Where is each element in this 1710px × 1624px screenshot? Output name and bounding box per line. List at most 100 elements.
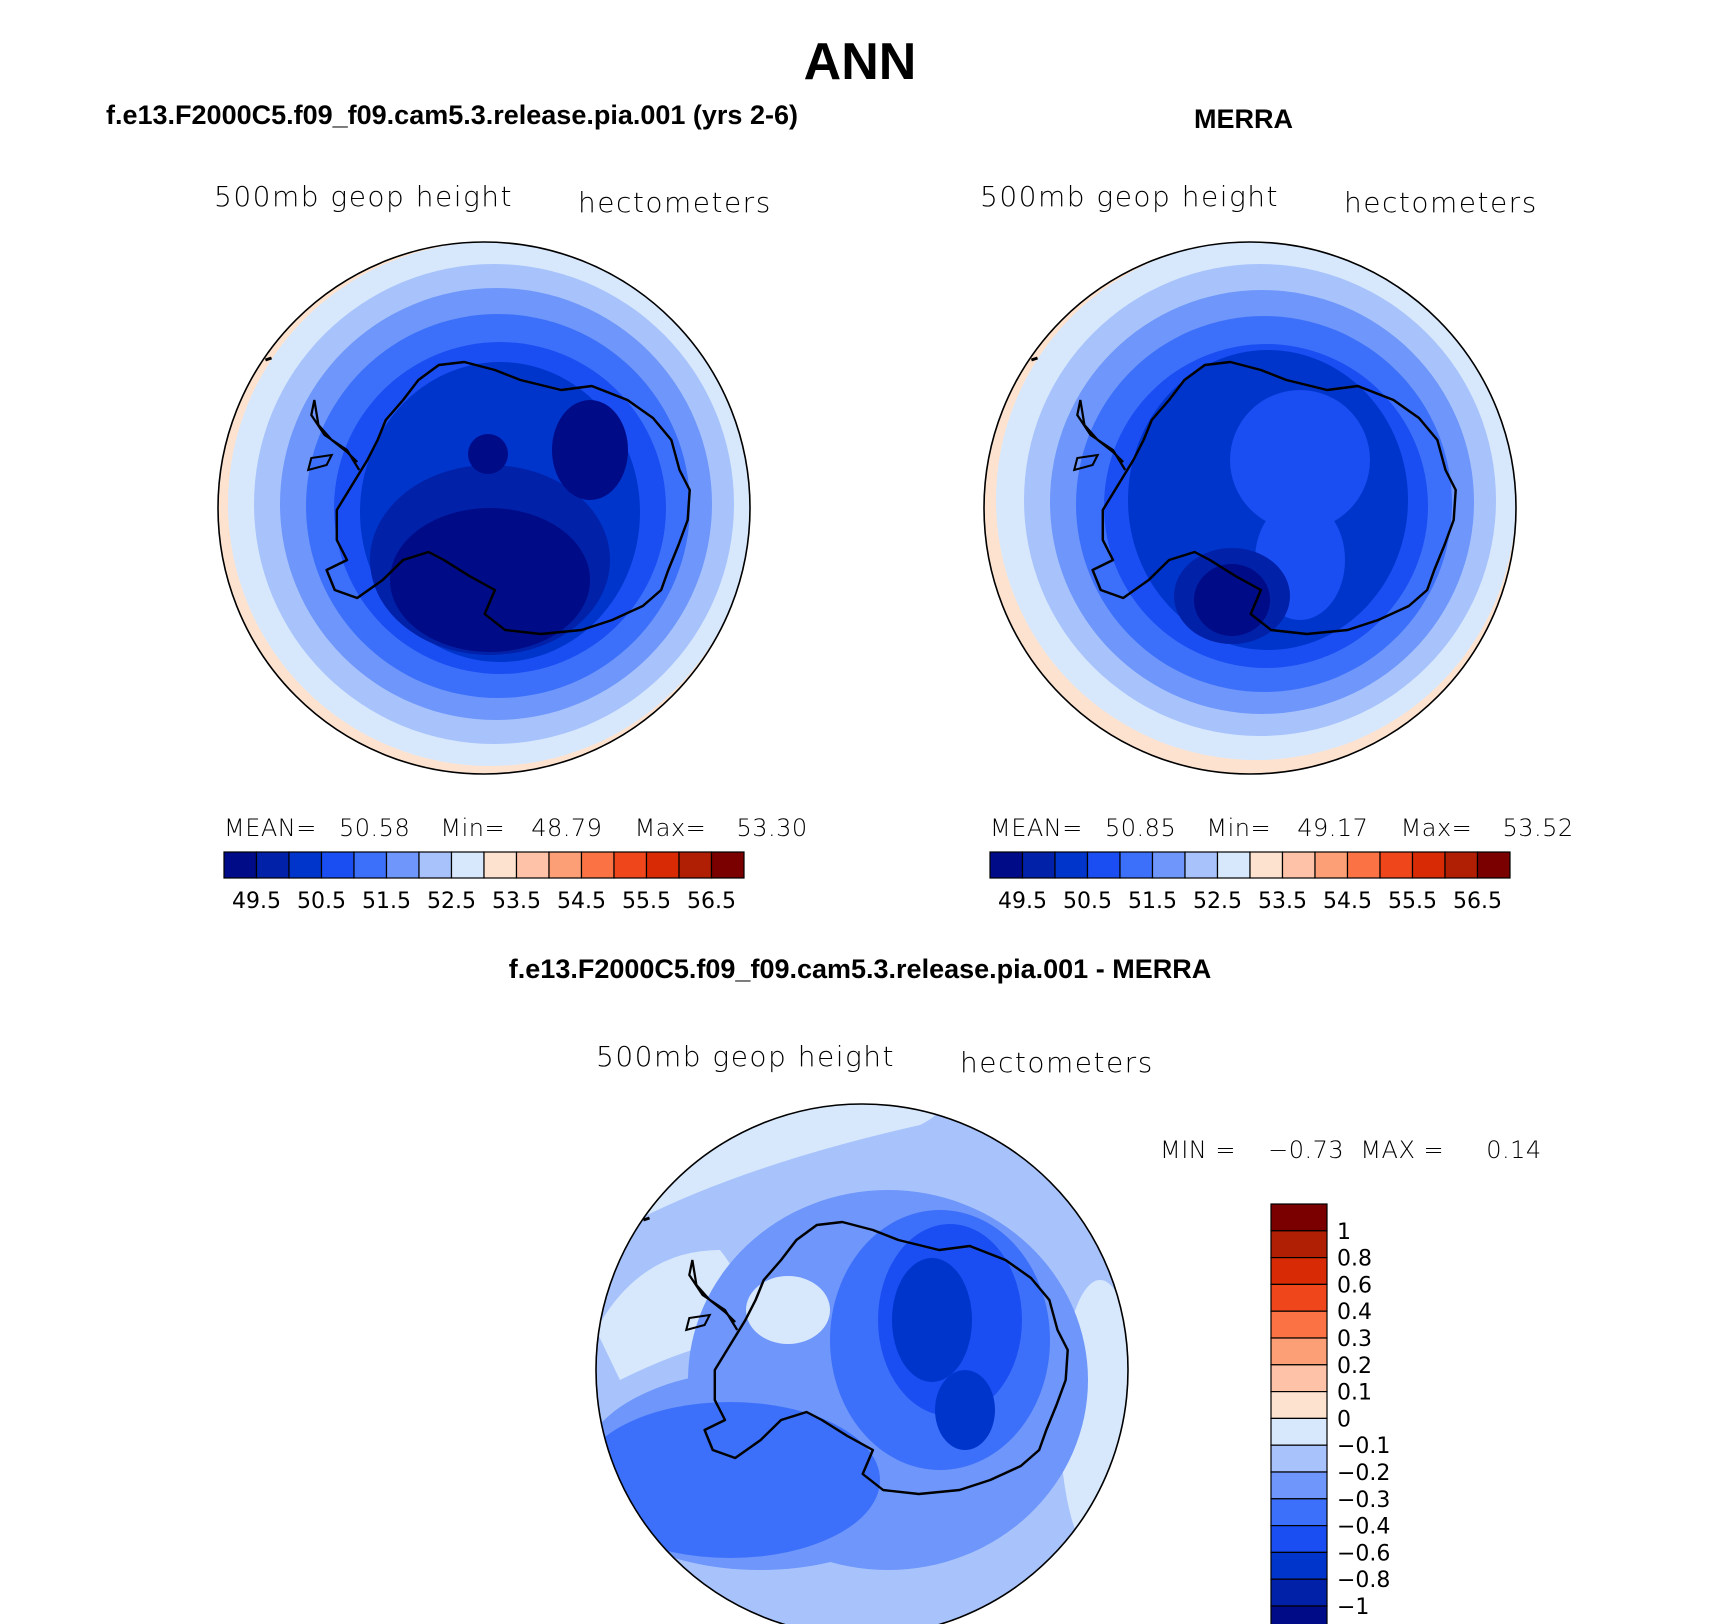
difference-colorbar: 10.80.60.40.30.20.10−0.1−0.2−0.3−0.4−0.6… (1270, 1203, 1390, 1624)
band (596, 1402, 880, 1558)
colorbar-tick-label: 0.2 (1337, 1354, 1372, 1379)
colorbar-tick-label: 51.5 (1128, 889, 1177, 914)
panel-2-title: MERRA (1194, 104, 1293, 134)
colorbar-tick-label: 54.5 (557, 889, 606, 914)
difference-variable: 500mb geop height (596, 1040, 896, 1073)
colorbar-box (288, 851, 323, 879)
colorbar-box (1411, 851, 1446, 879)
colorbar-box (1216, 851, 1251, 879)
colorbar-box (385, 851, 420, 879)
colorbar-box (1314, 851, 1349, 879)
colorbar-tick-label: 0.4 (1337, 1300, 1372, 1325)
max-label: Max= (634, 814, 707, 842)
colorbar-tick-label: −0.4 (1337, 1515, 1390, 1540)
panel-2-stats: MEAN= 50.85 Min= 49.17 Max= 53.52 (990, 814, 1574, 842)
colorbar-box (1476, 851, 1511, 879)
colorbar-tick-label: 53.5 (1258, 889, 1307, 914)
colorbar-tick-label: 54.5 (1323, 889, 1372, 914)
colorbar-tick-label: 0.3 (1337, 1327, 1372, 1352)
min-value: 49.17 (1297, 814, 1369, 842)
colorbar-box (1270, 1578, 1328, 1607)
mean-value: 50.58 (339, 814, 411, 842)
colorbar-box (1270, 1283, 1328, 1312)
colorbar-tick-label: −0.3 (1337, 1488, 1390, 1513)
colorbar-tick-label: 52.5 (1193, 889, 1242, 914)
max-value: 53.52 (1502, 814, 1574, 842)
max-value: 53.30 (736, 814, 808, 842)
colorbar-tick-label: 56.5 (1453, 889, 1502, 914)
max-label: Max= (1400, 814, 1473, 842)
colorbar-box (483, 851, 518, 879)
colorbar-box (710, 851, 745, 879)
colorbar-box (1270, 1605, 1328, 1624)
colorbar-box (1281, 851, 1316, 879)
colorbar-box (1270, 1310, 1328, 1339)
colorbar-box (223, 851, 258, 879)
colorbar-box (1444, 851, 1479, 879)
colorbar-box (1270, 1256, 1328, 1285)
panel-2-colorbar: 49.5 50.5 51.5 52.5 53.5 54.5 55.5 56.5 (989, 851, 1511, 914)
colorbar-box (1270, 1524, 1328, 1553)
colorbar-tick-label: 50.5 (297, 889, 346, 914)
colorbar-tick-label: 49.5 (232, 889, 281, 914)
colorbar-tick-label: −1 (1337, 1595, 1369, 1620)
difference-map-border (595, 1103, 1129, 1624)
colorbar-box (1270, 1203, 1328, 1232)
colorbar-box (353, 851, 388, 879)
colorbar-tick-label: 49.5 (998, 889, 1047, 914)
colorbar-tick-label: −0.8 (1337, 1568, 1390, 1593)
colorbar-tick-label: 50.5 (1063, 889, 1112, 914)
colorbar-box (580, 851, 615, 879)
max-label: MAX = (1360, 1136, 1445, 1164)
colorbar-tick-label: 1 (1337, 1220, 1351, 1245)
colorbar-box (1086, 851, 1121, 879)
colorbar-tick-label: 52.5 (427, 889, 476, 914)
colorbar-box (1270, 1230, 1328, 1259)
panel-1-stats: MEAN= 50.58 Min= 48.79 Max= 53.30 (224, 814, 808, 842)
colorbar-box (1184, 851, 1219, 879)
difference-units: hectometers (960, 1046, 1154, 1079)
mean-label: MEAN= (990, 814, 1083, 842)
colorbar-box (645, 851, 680, 879)
colorbar-box (1346, 851, 1381, 879)
colorbar-box (1270, 1390, 1328, 1419)
panel-1-colorbar: 49.5 50.5 51.5 52.5 53.5 54.5 55.5 56.5 (223, 851, 745, 914)
colorbar-box (548, 851, 583, 879)
panel-1-title: f.e13.F2000C5.f09_f09.cam5.3.release.pia… (106, 100, 798, 130)
colorbar-tick-label: −0.1 (1337, 1434, 1390, 1459)
panel-1-map-border (217, 241, 751, 775)
colorbar-tick-label: 55.5 (622, 889, 671, 914)
band (390, 508, 590, 652)
panel-1-units: hectometers (578, 186, 772, 219)
colorbar-box (1379, 851, 1414, 879)
colorbar-box (1054, 851, 1089, 879)
colorbar-box (1270, 1337, 1328, 1366)
colorbar-box (989, 851, 1024, 879)
band (935, 1370, 995, 1450)
min-label: MIN = (1160, 1136, 1236, 1164)
colorbar-box (320, 851, 355, 879)
colorbar-box (1270, 1417, 1328, 1446)
colorbar-box (418, 851, 453, 879)
band (1230, 390, 1370, 530)
band (1194, 564, 1270, 636)
difference-title: f.e13.F2000C5.f09_f09.cam5.3.release.pia… (508, 954, 1212, 984)
colorbar-box (1249, 851, 1284, 879)
mean-label: MEAN= (224, 814, 317, 842)
band (468, 434, 508, 474)
colorbar-box (1270, 1498, 1328, 1527)
colorbar-box (1151, 851, 1186, 879)
mean-value: 50.85 (1105, 814, 1177, 842)
colorbar-box (1270, 1364, 1328, 1393)
colorbar-box (1021, 851, 1056, 879)
colorbar-tick-label: −0.6 (1337, 1541, 1390, 1566)
colorbar-box (613, 851, 648, 879)
colorbar-tick-label: 0.8 (1337, 1247, 1372, 1272)
colorbar-tick-label: 0.1 (1337, 1381, 1372, 1406)
min-value: 48.79 (531, 814, 603, 842)
difference-map (596, 1104, 1128, 1624)
colorbar-box (255, 851, 290, 879)
colorbar-tick-label: −0.2 (1337, 1461, 1390, 1486)
colorbar-box (450, 851, 485, 879)
